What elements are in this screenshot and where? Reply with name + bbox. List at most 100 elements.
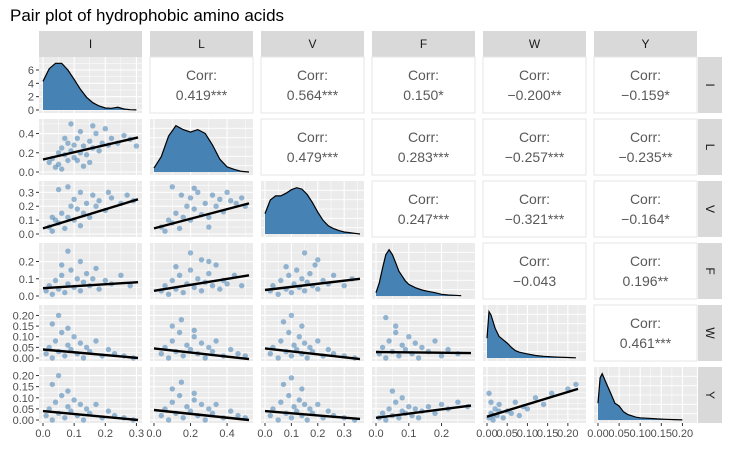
scatter-point (71, 397, 77, 403)
scatter-point (228, 198, 234, 204)
scatter-point (206, 258, 212, 265)
corr-value: 0.283*** (398, 149, 450, 165)
scatter-point (169, 323, 175, 329)
scatter-point (65, 342, 71, 348)
scatter-point (379, 410, 386, 416)
scatter-point (80, 355, 87, 361)
scatter-point (406, 334, 412, 340)
corr-label: Corr: (519, 191, 550, 207)
scatter-point (202, 355, 208, 361)
corr-label: Corr: (408, 129, 439, 145)
scatter-point (80, 279, 87, 285)
fit-line (153, 274, 250, 292)
scatter-point (105, 189, 112, 195)
y-tick-label: 0.0 (19, 229, 34, 241)
scatter-point (165, 417, 172, 423)
scatter-point (80, 163, 87, 169)
corr-value: 0.564*** (287, 87, 339, 103)
corr-panel (482, 180, 587, 238)
corr-label: Corr: (630, 253, 661, 269)
scatter-point (270, 406, 276, 412)
scatter-point (341, 283, 347, 289)
scatter-point (486, 390, 492, 396)
scatter-point (516, 412, 522, 419)
row-strip-label-Y: Y (703, 391, 717, 399)
scatter-point (206, 406, 212, 412)
scatter-point (235, 351, 241, 357)
scatter-point (87, 138, 93, 144)
x-tick-label: 0.15 (537, 428, 558, 440)
scatter-point (74, 135, 81, 141)
scatter-point (191, 185, 197, 191)
scatter-point (206, 344, 212, 351)
scatter-point (169, 184, 175, 190)
scatter-point (169, 277, 175, 284)
scatter-point (93, 265, 99, 272)
corr-value: −0.257*** (505, 149, 565, 165)
corr-panel (593, 118, 698, 176)
scatter-point (296, 334, 302, 340)
scatter-point (93, 203, 99, 209)
scatter-point (291, 404, 297, 410)
x-tick-label: 0.1 (66, 428, 81, 440)
scatter-point (288, 289, 295, 296)
scatter-point (213, 262, 219, 268)
y-tick-label: 0.10 (13, 393, 34, 405)
scatter-point (549, 390, 555, 396)
scatter-point (108, 135, 115, 141)
y-tick-label: 4 (28, 78, 34, 90)
density-area-W (487, 311, 576, 358)
y-tick-label: 2 (28, 92, 34, 104)
scatter-point (133, 143, 140, 149)
scatter-point (68, 121, 74, 127)
corr-label: Corr: (297, 129, 328, 145)
scatter-point (191, 397, 197, 403)
scatter-point (187, 346, 194, 353)
scatter-point (108, 195, 115, 201)
x-tick-label: 0.2 (98, 428, 113, 440)
y-tick-label: 0.0 (19, 291, 34, 303)
density-area-V (265, 187, 360, 234)
scatter-point (202, 417, 208, 423)
scatter-point (301, 401, 308, 408)
scatter-point (83, 406, 90, 412)
corr-label: Corr: (630, 191, 661, 207)
scatter-point (184, 342, 190, 348)
x-tick-label: 0.0 (257, 428, 272, 440)
corr-panel (260, 118, 365, 176)
scatter-point (488, 399, 494, 405)
y-tick-label: 0.15 (13, 321, 34, 333)
fit-line (375, 404, 472, 419)
scatter-point (93, 130, 99, 137)
fit-line (153, 202, 250, 230)
col-strip-V (261, 31, 364, 57)
corr-panel (260, 56, 365, 114)
y-tick-label: 0.3 (19, 187, 34, 199)
scatter-point (80, 143, 87, 149)
scatter-point (121, 132, 127, 139)
scatter-point (315, 257, 321, 263)
scatter-point (412, 340, 418, 346)
y-tick-label: 0.2 (19, 201, 34, 213)
scatter-point (419, 344, 425, 351)
scatter-point (304, 355, 310, 361)
corr-value: −0.164* (621, 211, 670, 227)
col-strip-W (483, 31, 586, 57)
scatter-point (59, 166, 65, 172)
scatter-point (74, 157, 81, 164)
panel-background (150, 367, 253, 423)
scatter-point (286, 329, 292, 336)
row-strip-label-F: F (703, 267, 717, 274)
scatter-point (206, 214, 212, 220)
corr-label: Corr: (630, 67, 661, 83)
x-tick-label: 0.05 (497, 428, 518, 440)
scatter-point (299, 386, 305, 392)
corr-panel (371, 56, 476, 114)
x-tick-label: 0.2 (434, 428, 449, 440)
scatter-point (573, 381, 579, 388)
scatter-point (77, 258, 84, 265)
scatter-point (213, 338, 219, 344)
x-tick-label: 0.3 (129, 428, 144, 440)
fit-line (264, 347, 361, 361)
scatter-point (438, 353, 445, 359)
